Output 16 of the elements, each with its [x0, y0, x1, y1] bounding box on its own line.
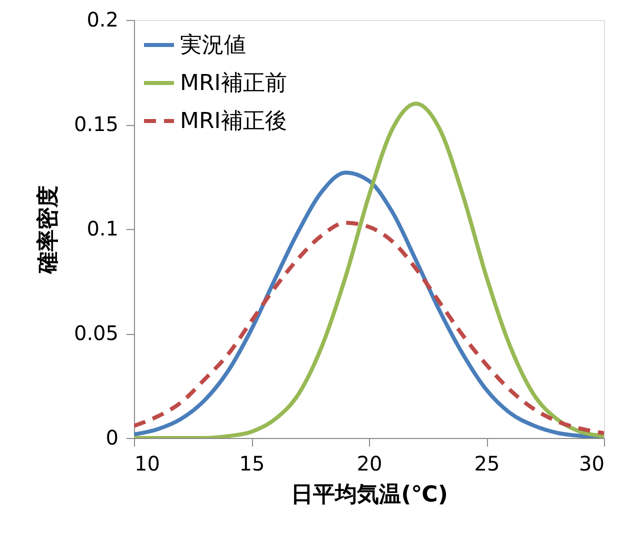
y-tick-label: 0.15	[74, 112, 118, 136]
x-tick-label: 25	[474, 452, 500, 476]
y-tick-label: 0	[106, 426, 118, 450]
x-tick-label: 15	[239, 452, 265, 476]
y-tick-label: 0.1	[86, 216, 118, 240]
x-axis-title: 日平均気温(℃)	[291, 482, 448, 508]
y-tick-label: 0.05	[74, 321, 118, 345]
x-tick-label: 10	[134, 452, 160, 476]
y-axis-title: 確率密度	[34, 186, 61, 274]
line-series	[134, 220, 604, 436]
legend-label: MRI補正後	[180, 109, 287, 134]
legend-label: MRI補正前	[180, 71, 287, 96]
legend-label: 実況値	[180, 33, 246, 58]
x-tick-label: 20	[356, 452, 382, 476]
x-tick-label: 30	[579, 452, 604, 476]
y-tick-label: 0.2	[86, 8, 118, 32]
